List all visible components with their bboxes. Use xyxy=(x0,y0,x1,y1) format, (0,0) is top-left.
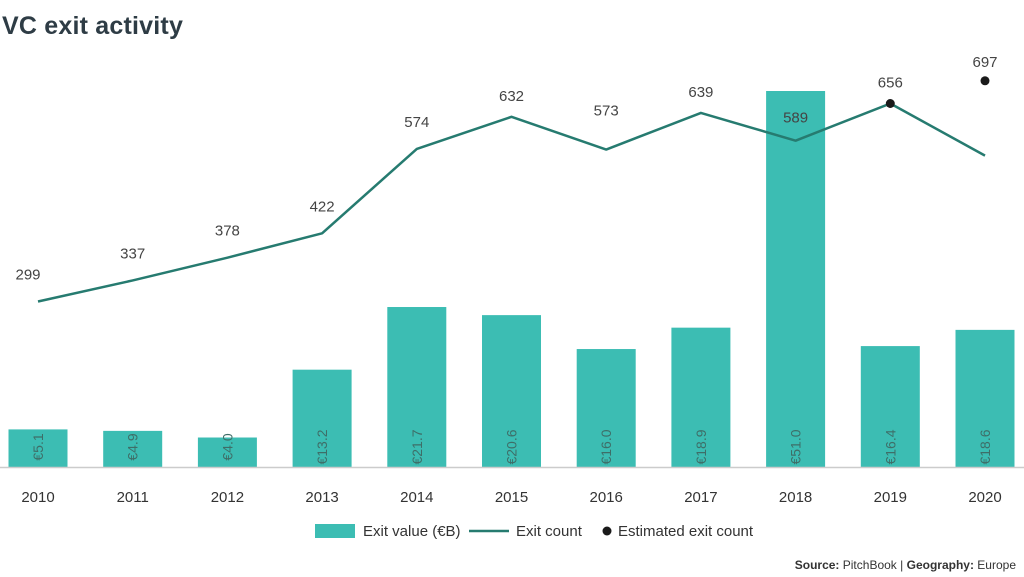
line-label-2015: 632 xyxy=(499,88,524,105)
source-separator: | xyxy=(900,558,904,572)
x-tick-2019: 2019 xyxy=(874,489,907,506)
bar-2016 xyxy=(576,349,636,467)
bar-label-2015: €20.6 xyxy=(504,429,520,464)
bar-label-2013: €13.2 xyxy=(314,429,330,464)
bar-2020 xyxy=(955,329,1015,467)
chart-title: VC exit activity xyxy=(2,12,184,40)
line-label-2019: 656 xyxy=(878,75,903,92)
legend-swatch-estimated xyxy=(602,526,612,536)
bar-label-2012: €4.0 xyxy=(219,433,235,460)
exit-count-line xyxy=(37,102,986,303)
bar-2011 xyxy=(103,430,163,467)
x-tick-2013: 2013 xyxy=(305,489,338,506)
line-label-2011: 337 xyxy=(120,245,145,262)
bar-2017 xyxy=(671,327,731,467)
bar-label-2019: €16.4 xyxy=(882,429,898,464)
x-tick-2020: 2020 xyxy=(968,489,1001,506)
line-label-2013: 422 xyxy=(310,198,335,215)
x-tick-2017: 2017 xyxy=(684,489,717,506)
source-note: Source: PitchBook | Geography: Europe xyxy=(795,558,1016,572)
legend-label-exit-count: Exit count xyxy=(516,523,583,540)
bar-label-2018: €51.0 xyxy=(788,429,804,464)
line-label-2016: 573 xyxy=(594,103,619,120)
bar-label-2010: €5.1 xyxy=(30,433,46,460)
x-tick-2015: 2015 xyxy=(495,489,528,506)
bar-label-2017: €18.9 xyxy=(693,429,709,464)
geography-label: Geography: xyxy=(906,558,974,572)
bar-2014 xyxy=(387,307,447,467)
legend-swatch-exit-value xyxy=(315,524,355,538)
line-label-2017: 639 xyxy=(688,84,713,101)
x-tick-2018: 2018 xyxy=(779,489,812,506)
bar-label-2011: €4.9 xyxy=(125,433,141,460)
bar-label-2014: €21.7 xyxy=(409,429,425,464)
legend-label-exit-value: Exit value (€B) xyxy=(363,523,461,540)
legend-label-estimated: Estimated exit count xyxy=(618,523,754,540)
estimated-point-2019 xyxy=(885,99,895,108)
bar-2018 xyxy=(766,91,826,467)
line-label-2012: 378 xyxy=(215,223,240,240)
x-tick-2010: 2010 xyxy=(21,489,54,506)
line-label-2018: 589 xyxy=(783,110,808,127)
estimated-point-2020 xyxy=(980,76,990,86)
x-tick-2011: 2011 xyxy=(117,489,149,506)
line-label-2010: 299 xyxy=(15,267,40,284)
bar-2013 xyxy=(292,369,352,467)
x-tick-2016: 2016 xyxy=(590,489,623,506)
bar-label-2020: €18.6 xyxy=(977,429,993,464)
bar-2015 xyxy=(482,315,541,467)
geography-value: Europe xyxy=(977,558,1016,572)
x-tick-2014: 2014 xyxy=(400,489,433,506)
bar-label-2016: €16.0 xyxy=(598,429,614,464)
line-label-2014: 574 xyxy=(404,114,429,131)
source-label: Source: xyxy=(794,558,840,572)
bar-2012 xyxy=(197,437,257,467)
estimated-label-2020: 697 xyxy=(972,54,997,71)
bar-2010 xyxy=(8,429,68,467)
bar-2019 xyxy=(860,346,920,467)
x-tick-2012: 2012 xyxy=(211,489,244,506)
source-value: PitchBook xyxy=(842,558,897,572)
